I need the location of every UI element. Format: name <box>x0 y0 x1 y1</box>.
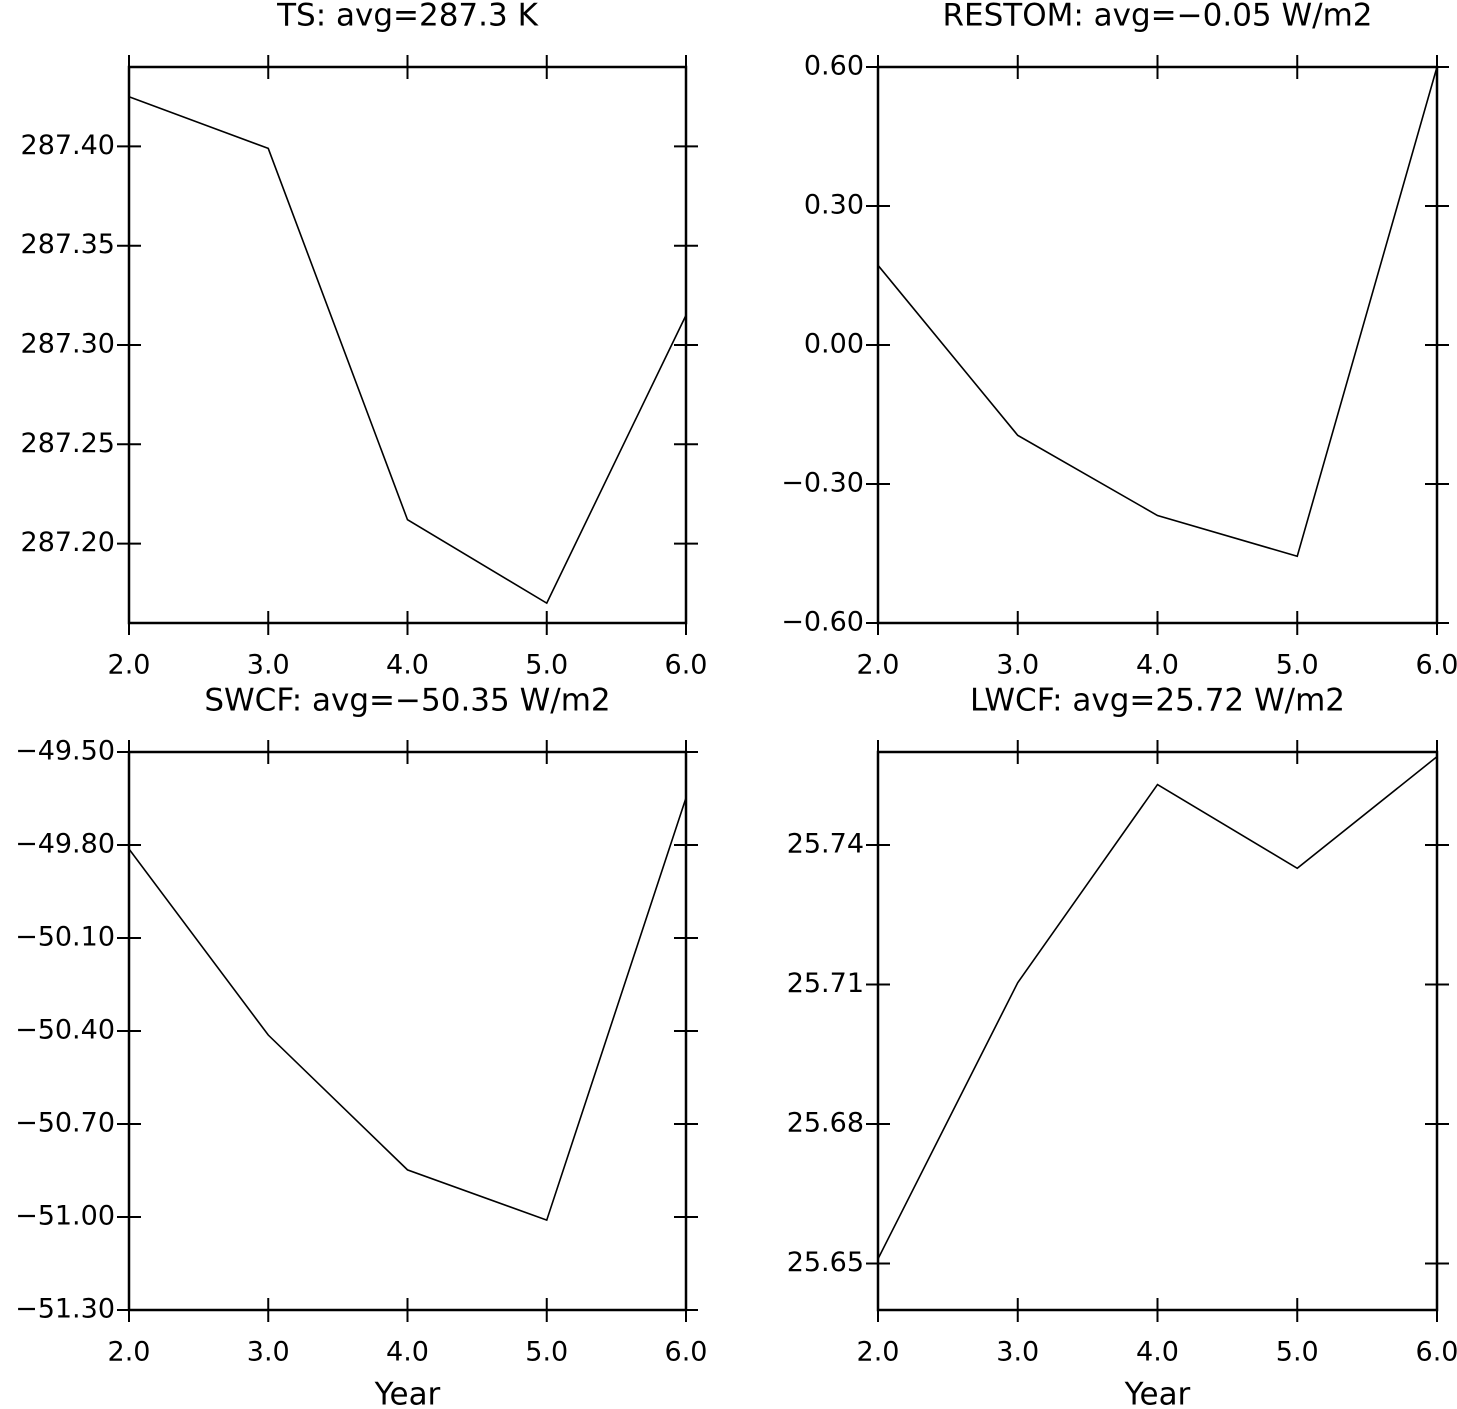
y-tick-label: 0.00 <box>804 329 864 360</box>
y-tick-label: 25.71 <box>787 968 864 999</box>
data-line <box>877 756 1438 1260</box>
y-tick-label: −49.50 <box>15 736 115 767</box>
y-tick-label: −51.30 <box>15 1294 115 1325</box>
x-tick-label: 3.0 <box>247 1337 290 1368</box>
y-tick-label: 287.25 <box>21 428 115 459</box>
y-tick-label: −0.60 <box>781 607 864 638</box>
x-tick-label: 2.0 <box>857 650 900 681</box>
data-line <box>128 797 687 1222</box>
x-tick-label: 4.0 <box>386 650 429 681</box>
x-tick-label: 3.0 <box>996 650 1039 681</box>
y-tick-label: 25.68 <box>787 1108 864 1139</box>
chart-title: LWCF: avg=25.72 W/m2 <box>970 683 1345 719</box>
chart-title: TS: avg=287.3 K <box>276 0 539 34</box>
x-tick-label: 6.0 <box>665 650 708 681</box>
x-tick-label: 4.0 <box>1136 650 1179 681</box>
x-tick-label: 4.0 <box>1136 1337 1179 1368</box>
y-tick-label: 287.20 <box>21 527 115 558</box>
x-tick-label: 4.0 <box>386 1337 429 1368</box>
x-tick-label: 3.0 <box>996 1337 1039 1368</box>
x-tick-label: 6.0 <box>1416 650 1457 681</box>
y-tick-label: 0.60 <box>804 51 864 82</box>
x-tick-label: 6.0 <box>665 1337 708 1368</box>
y-tick-label: 0.30 <box>804 190 864 221</box>
chart-title: RESTOM: avg=−0.05 W/m2 <box>942 0 1372 34</box>
y-tick-label: −50.40 <box>15 1015 115 1046</box>
x-axis-label: Year <box>374 1377 441 1409</box>
y-tick-label: 25.74 <box>787 829 864 860</box>
x-tick-label: 6.0 <box>1416 1337 1457 1368</box>
plot-frame <box>876 750 1439 1312</box>
y-tick-label: −51.00 <box>15 1201 115 1232</box>
x-tick-label: 5.0 <box>1276 1337 1319 1368</box>
y-tick-label: −0.30 <box>781 468 864 499</box>
x-axis-label: Year <box>1124 1377 1191 1409</box>
x-tick-label: 5.0 <box>525 650 568 681</box>
x-tick-label: 2.0 <box>108 650 151 681</box>
y-tick-label: −50.10 <box>15 922 115 953</box>
data-line <box>877 66 1438 558</box>
chart-title: SWCF: avg=−50.35 W/m2 <box>204 683 610 719</box>
y-tick-label: 287.35 <box>21 229 115 260</box>
x-tick-label: 3.0 <box>247 650 290 681</box>
plot-frame <box>127 750 688 1312</box>
y-tick-label: −49.80 <box>15 829 115 860</box>
x-tick-label: 2.0 <box>108 1337 151 1368</box>
x-tick-label: 2.0 <box>857 1337 900 1368</box>
plot-frame <box>127 65 688 625</box>
x-tick-label: 5.0 <box>525 1337 568 1368</box>
data-line <box>128 96 687 605</box>
y-tick-label: 287.40 <box>21 130 115 161</box>
y-tick-label: −50.70 <box>15 1108 115 1139</box>
x-tick-label: 5.0 <box>1276 650 1319 681</box>
plot-frame <box>876 65 1439 625</box>
y-tick-label: 287.30 <box>21 329 115 360</box>
y-tick-label: 25.65 <box>787 1247 864 1278</box>
